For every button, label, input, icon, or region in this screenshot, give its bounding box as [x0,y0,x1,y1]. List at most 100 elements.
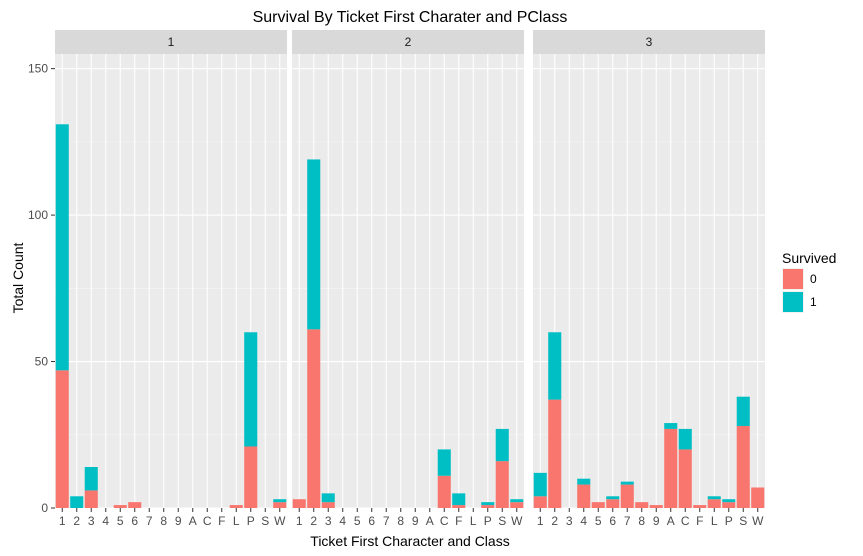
facet-strip-label: 2 [405,35,412,49]
x-tick-label: S [739,514,747,528]
x-tick-label: 2 [73,514,80,528]
x-tick-label: 5 [354,514,361,528]
x-tick-label: 5 [117,514,124,528]
x-tick-label: 4 [580,514,587,528]
bar-panel1-W-survived1 [273,499,287,503]
x-tick-label: 2 [310,514,317,528]
facet-strip-label: 3 [646,35,653,49]
bar-panel3-W-survived0 [751,487,765,508]
x-tick-label: C [203,514,212,528]
panel-background [292,54,524,508]
bar-panel2-3-survived1 [321,493,335,503]
bar-panel3-A-survived0 [664,428,678,508]
facet-strip-label: 1 [168,35,175,49]
bar-panel2-3-survived0 [321,502,335,508]
bar-panel2-P-survived0 [481,505,495,508]
x-tick-label: 3 [325,514,332,528]
bar-panel3-4-survived1 [577,478,591,485]
x-tick-label: 9 [175,514,182,528]
bar-panel3-P-survived0 [722,502,736,508]
x-tick-label: L [470,514,477,528]
x-tick-label: P [484,514,492,528]
x-tick-label: F [455,514,462,528]
bar-panel2-2-survived1 [307,159,321,330]
bar-panel1-2-survived1 [70,496,84,508]
bar-panel2-F-survived1 [452,493,466,506]
bar-panel3-A-survived1 [664,423,678,429]
x-tick-label: L [233,514,240,528]
x-tick-label: 8 [397,514,404,528]
x-tick-label: 3 [88,514,95,528]
bar-panel1-L-survived0 [229,505,243,508]
bar-panel1-1-survived0 [55,370,69,508]
legend-key-0 [783,269,803,289]
facet-strip [533,30,765,54]
x-tick-label: L [711,514,718,528]
legend: Survived 0 1 [782,250,836,313]
bar-panel2-W-survived1 [510,499,524,503]
bar-panel1-W-survived0 [273,502,287,508]
x-tick-label: C [440,514,449,528]
bar-panel2-2-survived0 [307,329,321,508]
x-tick-label: P [725,514,733,528]
y-axis-title: Total Count [10,242,26,313]
panel-background [533,54,765,508]
bar-panel3-7-survived0 [620,484,634,508]
legend-label-0: 0 [810,272,817,286]
bar-panel1-5-survived0 [113,505,127,508]
bar-panel2-C-survived1 [437,449,451,476]
legend-key-1 [783,292,803,312]
x-tick-label: 7 [146,514,153,528]
x-tick-label: 6 [609,514,616,528]
legend-label-1: 1 [810,295,817,309]
x-tick-label: 7 [624,514,631,528]
chart-title: Survival By Ticket First Charater and PC… [253,9,568,26]
bar-panel2-S-survived0 [495,461,509,508]
facet-panels: 11 2 3 4 5 6 7 8 9 A C F L P S W21 2 3 4 5 6 7 8 9 A C F L P S W31 2 3 4 5… [55,30,765,528]
x-tick-label: A [667,514,675,528]
x-tick-label: S [261,514,269,528]
y-tick-label: 150 [28,62,48,76]
bar-panel3-2-survived0 [548,399,562,508]
x-tick-label: S [498,514,506,528]
x-tick-label: 4 [102,514,109,528]
bar-panel1-3-survived1 [84,466,98,491]
bar-panel3-P-survived1 [722,499,736,503]
x-tick-label: 1 [59,514,66,528]
bar-panel1-P-survived0 [244,446,258,508]
facet-strip [292,30,524,54]
x-tick-label: W [511,514,523,528]
x-tick-label: W [274,514,286,528]
x-tick-label: 4 [339,514,346,528]
bar-panel2-C-survived0 [437,475,451,508]
x-tick-label: 6 [368,514,375,528]
bar-panel3-4-survived0 [577,484,591,508]
x-tick-label: 3 [566,514,573,528]
x-tick-label: F [218,514,225,528]
bar-panel2-W-survived0 [510,502,524,508]
x-axis-title: Ticket First Character and Class [310,533,509,549]
y-tick-label: 50 [35,355,49,369]
legend-title: Survived [782,250,836,266]
bar-panel2-S-survived1 [495,428,509,462]
facet-panel-3: 31 2 3 4 5 6 7 8 9 A C F L P S W [533,30,765,528]
y-tick-label: 100 [28,208,48,222]
bar-panel3-C-survived0 [678,449,692,508]
bar-panel2-F-survived0 [452,505,466,508]
bar-panel1-6-survived0 [128,502,142,508]
bar-panel3-2-survived1 [548,332,562,400]
bar-panel3-5-survived0 [591,502,605,508]
facet-panel-1: 11 2 3 4 5 6 7 8 9 A C F L P S W [55,30,287,528]
y-axis: 0 50 100 150 [28,62,55,515]
bar-panel3-L-survived0 [707,499,721,508]
bar-panel2-1-survived0 [292,499,306,508]
y-tick-label: 0 [41,501,48,515]
bar-panel3-C-survived1 [678,428,692,450]
bar-panel3-S-survived1 [736,396,750,426]
x-tick-label: 8 [160,514,167,528]
bar-panel3-S-survived0 [736,425,750,508]
bar-panel3-L-survived1 [707,496,721,500]
bar-panel3-6-survived1 [606,496,620,500]
bar-panel1-1-survived1 [55,124,69,371]
